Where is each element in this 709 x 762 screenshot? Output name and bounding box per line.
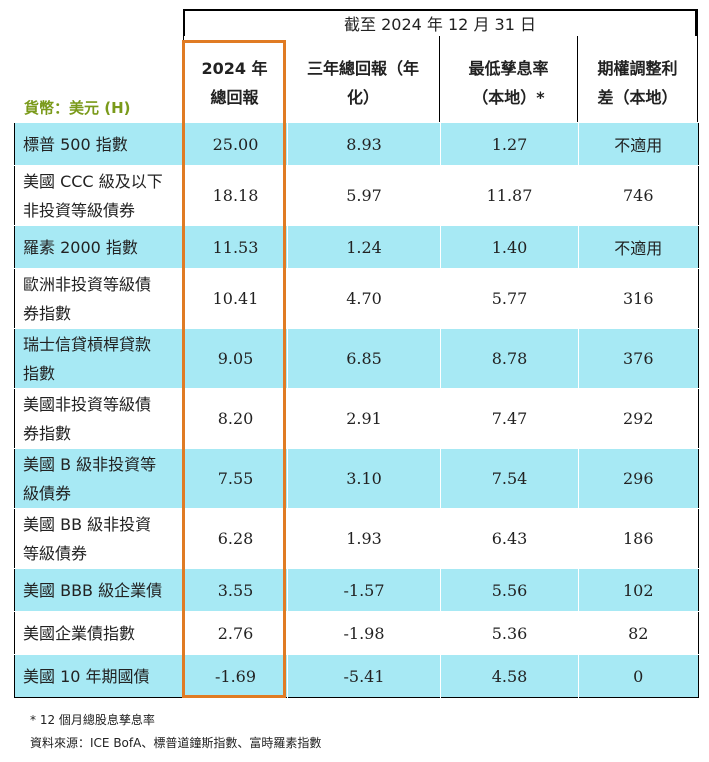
row-name-line: 券指數 [23,303,72,323]
cell-2024-return: 25.00 [183,122,288,166]
table-row: 美國非投資等級債 券指數 8.20 2.91 7.47 292 [14,388,699,449]
cell-yield-to-worst: 6.43 [440,508,579,569]
cell-2024-return: 8.20 [183,388,288,449]
table-row: 美國企業債指數 2.76 -1.98 5.36 82 [14,611,699,655]
cell-oas: 292 [578,388,699,449]
cell-3y-return: -5.41 [287,654,441,698]
cell-2024-return: 2.76 [183,611,288,655]
row-name-line: 等級債券 [23,543,88,563]
cell-oas: 102 [578,568,699,612]
cell-yield-to-worst: 1.27 [440,122,579,166]
cell-oas: 296 [578,448,699,509]
cell-oas: 不適用 [578,225,699,269]
cell-3y-return: 5.97 [287,165,441,226]
row-name-line: 瑞士信貸槓桿貸款 [23,334,152,354]
col-header-2024-return: 2024 年總回報 [201,59,268,107]
cell-2024-return: 6.28 [183,508,288,569]
cell-2024-return: -1.69 [183,654,288,698]
row-name-line: 美國企業債指數 [23,623,136,643]
table-row: 美國 B 級非投資等 級債券 7.55 3.10 7.54 296 [14,448,699,509]
cell-3y-return: -1.98 [287,611,441,655]
row-name-line: 非投資等級債券 [23,200,136,220]
currency-label: 貨幣：美元 (H) [24,99,131,117]
row-name: 美國非投資等級債 券指數 [14,388,184,449]
cell-2024-return: 3.55 [183,568,288,612]
row-name-line: 指數 [23,363,56,383]
table-row: 美國 CCC 級及以下 非投資等級債券 18.18 5.97 11.87 746 [14,165,699,226]
cell-yield-to-worst: 11.87 [440,165,579,226]
cell-oas: 746 [578,165,699,226]
cell-oas: 186 [578,508,699,569]
table-row: 歐洲非投資等級債 券指數 10.41 4.70 5.77 316 [14,268,699,329]
cell-3y-return: 8.93 [287,122,441,166]
row-name-line: 美國 B 級非投資等 [23,454,157,474]
cell-3y-return: 2.91 [287,388,441,449]
row-name: 美國 CCC 級及以下 非投資等級債券 [14,165,184,226]
row-name-line: 美國 10 年期國債 [23,666,150,686]
column-separator [183,122,184,698]
cell-3y-return: -1.57 [287,568,441,612]
table-row: 美國 10 年期國債 -1.69 -5.41 4.58 0 [14,654,699,698]
footnote-source: 資料來源：ICE BofA、標普道鐘斯指數、富時羅素指數 [30,736,322,750]
row-name-line: 歐洲非投資等級債 [23,274,152,294]
cell-2024-return: 9.05 [183,328,288,389]
row-name-line: 美國 CCC 級及以下 [23,171,163,191]
row-name: 標普 500 指數 [14,122,184,166]
header-divider [697,9,698,122]
table-row: 瑞士信貸槓桿貸款 指數 9.05 6.85 8.78 376 [14,328,699,389]
cell-yield-to-worst: 5.36 [440,611,579,655]
cell-oas: 82 [578,611,699,655]
cell-3y-return: 3.10 [287,448,441,509]
cell-2024-return: 10.41 [183,268,288,329]
table-row: 羅素 2000 指數 11.53 1.24 1.40 不適用 [14,225,699,269]
row-name: 美國 BB 級非投資 等級債券 [14,508,184,569]
col-header-yield-to-worst: 最低孳息率 （本地）* [468,59,549,107]
cell-3y-return: 6.85 [287,328,441,389]
returns-table: 標普 500 指數 25.00 8.93 1.27 不適用 美國 CCC 級及以下 非投資等… [14,122,699,698]
column-separator [440,122,441,698]
cell-oas: 0 [578,654,699,698]
date-header: 截至 2024 年 12 月 31 日 [183,9,697,36]
cell-3y-return: 1.24 [287,225,441,269]
cell-3y-return: 1.93 [287,508,441,569]
cell-yield-to-worst: 5.56 [440,568,579,612]
row-name-line: 級債券 [23,483,72,503]
row-name-line: 標普 500 指數 [23,134,128,154]
col-header-oas: 期權調整利 差（本地） [597,59,678,107]
row-name: 美國 10 年期國債 [14,654,184,698]
row-name: 瑞士信貸槓桿貸款 指數 [14,328,184,389]
row-name: 羅素 2000 指數 [14,225,184,269]
cell-3y-return: 4.70 [287,268,441,329]
row-name-line: 羅素 2000 指數 [23,237,138,257]
cell-yield-to-worst: 7.54 [440,448,579,509]
column-separator [287,122,288,698]
cell-yield-to-worst: 5.77 [440,268,579,329]
row-name-line: 美國 BB 級非投資 [23,514,152,534]
cell-oas: 不適用 [578,122,699,166]
cell-yield-to-worst: 7.47 [440,388,579,449]
table-row: 美國 BB 級非投資 等級債券 6.28 1.93 6.43 186 [14,508,699,569]
header-divider [577,36,578,122]
cell-2024-return: 11.53 [183,225,288,269]
cell-oas: 316 [578,268,699,329]
header-divider [439,36,440,122]
cell-2024-return: 18.18 [183,165,288,226]
col-header-3y-return: 三年總回報（年 化） [306,59,419,107]
row-name: 美國 BBB 級企業債 [14,568,184,612]
row-name-line: 美國非投資等級債 [23,394,152,414]
row-name: 歐洲非投資等級債 券指數 [14,268,184,329]
row-name-line: 美國 BBB 級企業債 [23,580,163,600]
row-name: 美國 B 級非投資等 級債券 [14,448,184,509]
row-name-line: 券指數 [23,423,72,443]
row-name: 美國企業債指數 [14,611,184,655]
footnote-yield: * 12 個月總股息孳息率 [30,713,155,727]
cell-yield-to-worst: 4.58 [440,654,579,698]
cell-2024-return: 7.55 [183,448,288,509]
table-row: 標普 500 指數 25.00 8.93 1.27 不適用 [14,122,699,166]
cell-oas: 376 [578,328,699,389]
table-row: 美國 BBB 級企業債 3.55 -1.57 5.56 102 [14,568,699,612]
cell-yield-to-worst: 1.40 [440,225,579,269]
cell-yield-to-worst: 8.78 [440,328,579,389]
column-separator [578,122,579,698]
